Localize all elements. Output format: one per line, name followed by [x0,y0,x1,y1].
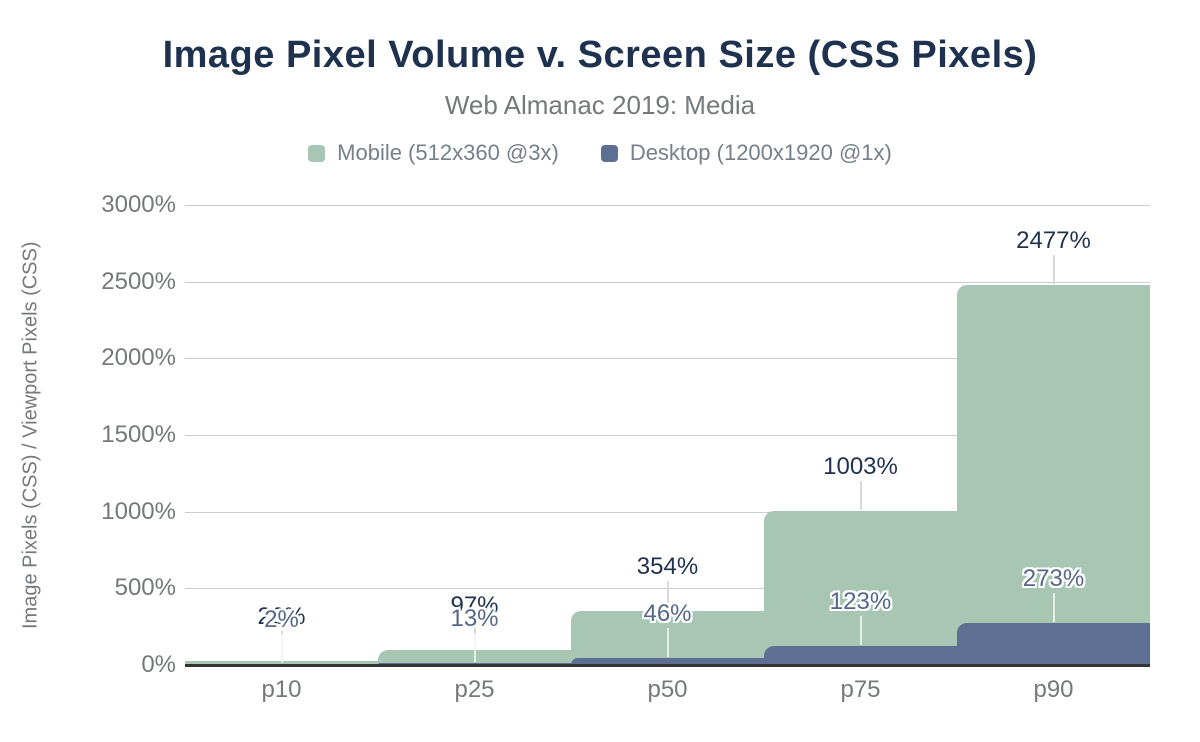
y-tick-label-3000: 3000% [101,191,176,218]
callout-desktop-p75 [859,616,862,646]
y-tick-label-1500: 1500% [101,421,176,448]
callout-desktop-p50 [666,627,669,657]
legend-label-mobile: Mobile (512x360 @3x) [337,140,559,165]
chart-subtitle: Web Almanac 2019: Media [444,90,756,120]
chart-title: Image Pixel Volume v. Screen Size (CSS P… [162,34,1038,76]
x-tick-label-p25: p25 [454,676,495,703]
axis-baseline [185,664,1150,667]
callout-mobile-p90 [1052,255,1055,285]
callout-desktop-p10 [280,634,283,663]
desktop-step-p75 [764,646,957,665]
y-tick-label-2000: 2000% [101,344,176,372]
gridline-3000 [185,205,1150,206]
gridline-1500 [185,435,1150,436]
callout-desktop-p25 [473,633,476,662]
legend: Mobile (512x360 @3x) Desktop (1200x1920 @… [0,140,1200,166]
y-tick-label-0: 0% [141,651,176,678]
mobile-value-label-p75: 1003% [823,453,898,481]
callout-mobile-p50 [666,580,669,610]
y-tick-label-500: 500% [114,574,176,602]
y-tick-label-1000: 1000% [101,497,176,525]
desktop-step-p25 [378,663,571,665]
mobile-value-label-p50: 354% [636,552,699,580]
desktop-value-label-p90: 273% [1022,565,1085,593]
desktop-step-p50 [571,657,764,665]
desktop-value-label-p10: 2% [264,606,299,633]
y-tick-label-2500: 2500% [101,267,176,295]
legend-item-mobile: Mobile (512x360 @3x) [308,140,559,166]
legend-item-desktop: Desktop (1200x1920 @1x) [600,140,892,166]
desktop-value-label-p25: 13% [450,605,499,632]
legend-swatch-desktop [600,144,618,162]
desktop-value-label-p75: 123% [829,588,892,616]
mobile-value-label-p10: 26% [257,603,306,630]
desktop-value-label-p50: 46% [643,599,692,627]
callout-desktop-p90 [1052,593,1055,623]
gridline-2500 [185,281,1150,283]
x-tick-label-p50: p50 [647,676,688,703]
x-tick-label-p10: p10 [261,676,302,703]
mobile-value-label-p90: 2477% [1016,227,1091,255]
legend-swatch-mobile [308,144,326,162]
gridline-2000 [185,358,1150,360]
y-axis-title: Image Pixels (CSS) / Viewport Pixels (CS… [19,241,42,629]
x-tick-label-p90: p90 [1033,676,1074,703]
desktop-step-p90 [957,623,1150,665]
gridline-1000 [185,511,1150,513]
mobile-value-label-p25: 97% [450,592,499,620]
legend-label-desktop: Desktop (1200x1920 @1x) [629,140,892,165]
x-tick-label-p75: p75 [840,676,881,703]
callout-mobile-p75 [859,481,862,511]
